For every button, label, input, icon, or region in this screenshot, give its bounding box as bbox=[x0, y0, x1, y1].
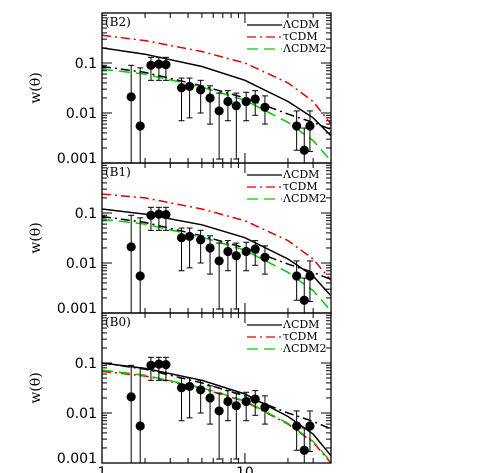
data-point bbox=[299, 145, 309, 155]
x-tick-label: 1 bbox=[98, 465, 107, 473]
data-point bbox=[292, 271, 302, 281]
curve-τcdm bbox=[102, 193, 331, 281]
data-point bbox=[299, 445, 309, 455]
y-tick-label: 0.001 bbox=[57, 301, 97, 317]
data-point bbox=[231, 101, 241, 111]
data-point bbox=[205, 243, 215, 253]
data-point bbox=[135, 121, 145, 131]
data-point bbox=[305, 421, 315, 431]
data-point bbox=[250, 94, 260, 104]
panel-title: (B0) bbox=[105, 315, 131, 329]
data-point bbox=[176, 83, 187, 93]
legend-label: ΛCDM2 bbox=[282, 192, 326, 205]
data-point bbox=[214, 406, 224, 416]
data-point bbox=[231, 251, 241, 261]
data-point bbox=[176, 233, 187, 243]
legend-label: ΛCDM bbox=[282, 318, 319, 331]
panel-frame bbox=[101, 312, 332, 464]
panel-title: (B1) bbox=[105, 165, 131, 179]
data-point bbox=[126, 392, 136, 402]
data-point bbox=[223, 246, 233, 257]
y-axis-label: w(θ) bbox=[28, 72, 44, 103]
data-point bbox=[241, 246, 251, 257]
data-point bbox=[260, 252, 270, 262]
data-point bbox=[161, 359, 171, 370]
data-point bbox=[146, 60, 156, 70]
curve-τcdm bbox=[102, 34, 331, 125]
data-point bbox=[250, 244, 260, 254]
data-point bbox=[135, 271, 145, 281]
data-point bbox=[146, 210, 156, 220]
data-point bbox=[196, 385, 206, 395]
y-tick-label: 0.001 bbox=[57, 451, 97, 467]
y-tick-label: 0.01 bbox=[66, 256, 97, 272]
data-point bbox=[305, 121, 315, 131]
y-tick-label: 0.1 bbox=[75, 356, 97, 372]
data-point bbox=[223, 96, 233, 107]
legend-label: τCDM bbox=[283, 330, 318, 343]
y-tick-label: 0.01 bbox=[66, 106, 97, 122]
legend-label: ΛCDM2 bbox=[282, 42, 326, 55]
data-point bbox=[184, 381, 195, 392]
data-point bbox=[214, 256, 224, 266]
data-point bbox=[299, 295, 309, 305]
legend-label: ΛCDM bbox=[282, 18, 319, 31]
data-point bbox=[196, 85, 206, 95]
panel-title: (B2) bbox=[105, 15, 131, 29]
data-point bbox=[241, 396, 251, 407]
data-point bbox=[154, 209, 164, 219]
legend-label: ΛCDM2 bbox=[282, 342, 326, 355]
data-point bbox=[241, 96, 251, 107]
y-tick-label: 0.001 bbox=[57, 151, 97, 167]
data-point bbox=[126, 92, 136, 102]
curve-baseline bbox=[102, 362, 331, 430]
y-tick-label: 0.01 bbox=[66, 406, 97, 422]
data-point bbox=[135, 421, 145, 431]
plot-area bbox=[102, 34, 331, 163]
data-point bbox=[292, 421, 302, 431]
y-tick-label: 0.1 bbox=[75, 56, 97, 72]
data-point bbox=[223, 396, 233, 407]
legend-label: τCDM bbox=[283, 180, 318, 193]
data-point bbox=[305, 271, 315, 281]
data-point bbox=[176, 383, 187, 393]
data-point bbox=[196, 235, 206, 245]
data-point bbox=[161, 59, 171, 70]
data-point bbox=[214, 106, 224, 116]
plot-area bbox=[102, 356, 331, 463]
data-point bbox=[205, 93, 215, 103]
legend-label: ΛCDM bbox=[282, 168, 319, 181]
data-point bbox=[126, 242, 136, 252]
y-axis-label: w(θ) bbox=[28, 222, 44, 253]
curve-λcdm bbox=[102, 47, 331, 137]
plot-area bbox=[102, 193, 331, 313]
y-axis-label: w(θ) bbox=[28, 372, 44, 403]
data-point bbox=[205, 393, 215, 403]
data-point bbox=[154, 59, 164, 69]
data-point bbox=[292, 121, 302, 131]
data-point bbox=[184, 81, 195, 92]
data-point bbox=[184, 231, 195, 242]
data-point bbox=[260, 402, 270, 412]
data-point bbox=[260, 102, 270, 112]
data-point bbox=[154, 359, 164, 369]
data-point bbox=[161, 209, 171, 220]
y-tick-label: 0.1 bbox=[75, 206, 97, 222]
data-point bbox=[250, 394, 260, 404]
curve-λcdm bbox=[102, 362, 331, 457]
data-point bbox=[146, 360, 156, 370]
x-tick-label: 10 bbox=[236, 465, 254, 473]
legend-label: τCDM bbox=[283, 30, 318, 43]
data-point bbox=[231, 401, 241, 411]
